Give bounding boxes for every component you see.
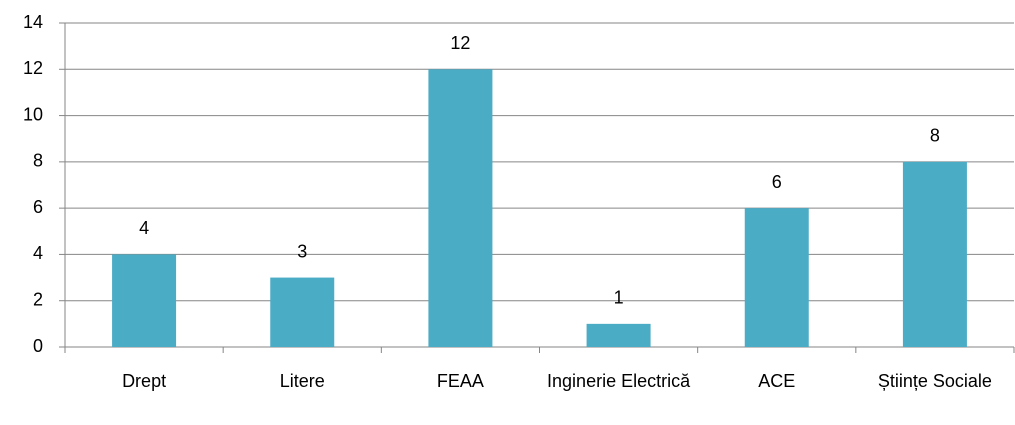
data-label: 12 xyxy=(450,33,470,53)
y-tick-label: 6 xyxy=(33,197,43,217)
data-label: 6 xyxy=(772,172,782,192)
data-label: 4 xyxy=(139,218,149,238)
x-tick-label: Inginerie Electrică xyxy=(547,371,691,391)
bar xyxy=(902,161,967,347)
bar xyxy=(744,208,809,347)
data-label: 1 xyxy=(614,288,624,308)
y-tick-label: 10 xyxy=(23,104,43,124)
bar xyxy=(586,323,651,347)
y-tick-label: 4 xyxy=(33,243,43,263)
y-tick-label: 14 xyxy=(23,12,43,32)
y-tick-label: 8 xyxy=(33,151,43,171)
data-label: 8 xyxy=(930,126,940,146)
bar xyxy=(428,69,493,348)
bar xyxy=(270,277,335,347)
x-tick-label: FEAA xyxy=(436,371,484,391)
y-tick-label: 2 xyxy=(33,289,43,309)
x-tick-label: Litere xyxy=(279,371,325,391)
x-tick-label: ACE xyxy=(758,371,796,391)
data-label: 3 xyxy=(297,241,307,261)
y-tick-label: 0 xyxy=(33,336,43,356)
x-tick-label: Drept xyxy=(122,371,167,391)
y-tick-label: 12 xyxy=(23,58,43,78)
bar xyxy=(112,254,177,347)
x-tick-label: Științe Sociale xyxy=(877,371,992,391)
